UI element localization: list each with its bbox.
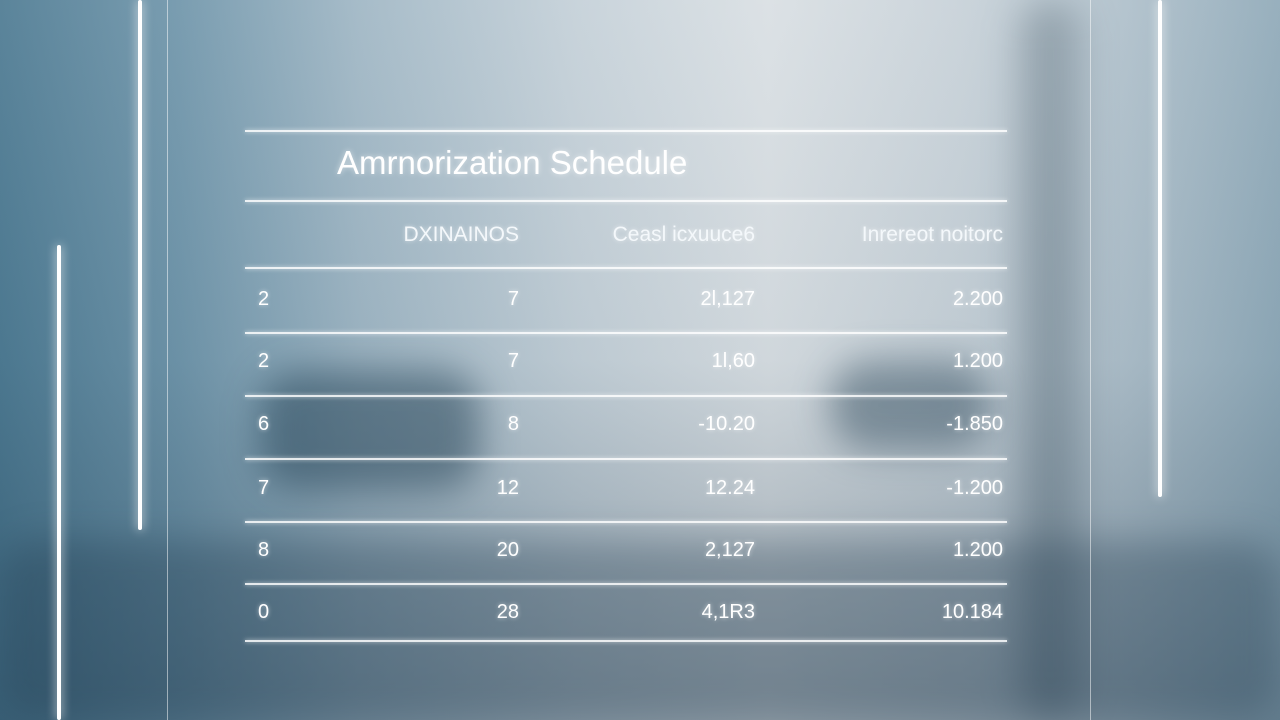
table-cell: 2 — [258, 350, 270, 372]
table-cell: 4,1R3 — [701, 601, 755, 623]
row-divider — [245, 640, 1007, 642]
table-cell: 2l,127 — [700, 288, 756, 310]
table-cell: 2.200 — [952, 288, 1003, 310]
glow-line — [1158, 0, 1162, 497]
table-cell: 1.200 — [952, 539, 1003, 561]
row-divider — [245, 200, 1007, 202]
table-cell: 12 — [496, 477, 519, 499]
glow-line — [57, 245, 61, 720]
column-header: Inrereot noitorc — [861, 223, 1003, 246]
table-cell: 2 — [258, 288, 270, 310]
column-header: Ceasl icxuuce6 — [612, 223, 755, 246]
table-cell: 7 — [507, 288, 519, 310]
row-divider — [245, 458, 1007, 460]
background-shape — [1020, 0, 1080, 720]
background-shape — [830, 360, 990, 450]
background-shape — [0, 540, 1280, 720]
table-cell: -10.20 — [698, 413, 755, 435]
table-cell: -1.850 — [946, 413, 1003, 435]
table-cell: 0 — [258, 601, 270, 623]
table-cell: 10.184 — [941, 601, 1003, 623]
table-cell: 12.24 — [704, 477, 755, 499]
glow-line — [138, 0, 142, 530]
table-title: Amrnorization Schedule — [337, 144, 688, 181]
table-cell: 2,127 — [704, 539, 755, 561]
table-cell: 7 — [507, 350, 519, 372]
table-cell: 28 — [496, 601, 519, 623]
row-divider — [245, 395, 1007, 397]
row-divider — [245, 267, 1007, 269]
table-cell: 7 — [258, 477, 270, 499]
background-shape — [260, 370, 480, 490]
row-divider — [245, 521, 1007, 523]
table-cell: 8 — [258, 539, 270, 561]
table-cell: 20 — [496, 539, 519, 561]
table-cell: 8 — [507, 413, 519, 435]
table-cell: -1.200 — [946, 477, 1003, 499]
row-divider — [245, 332, 1007, 334]
table-cell: 1l,60 — [711, 350, 755, 372]
column-header: DXINAINOS — [403, 223, 519, 246]
table-cell: 6 — [258, 413, 270, 435]
frame-line — [167, 0, 168, 720]
row-divider — [245, 130, 1007, 132]
frame-line — [1090, 0, 1091, 720]
row-divider — [245, 583, 1007, 585]
table-cell: 1.200 — [952, 350, 1003, 372]
